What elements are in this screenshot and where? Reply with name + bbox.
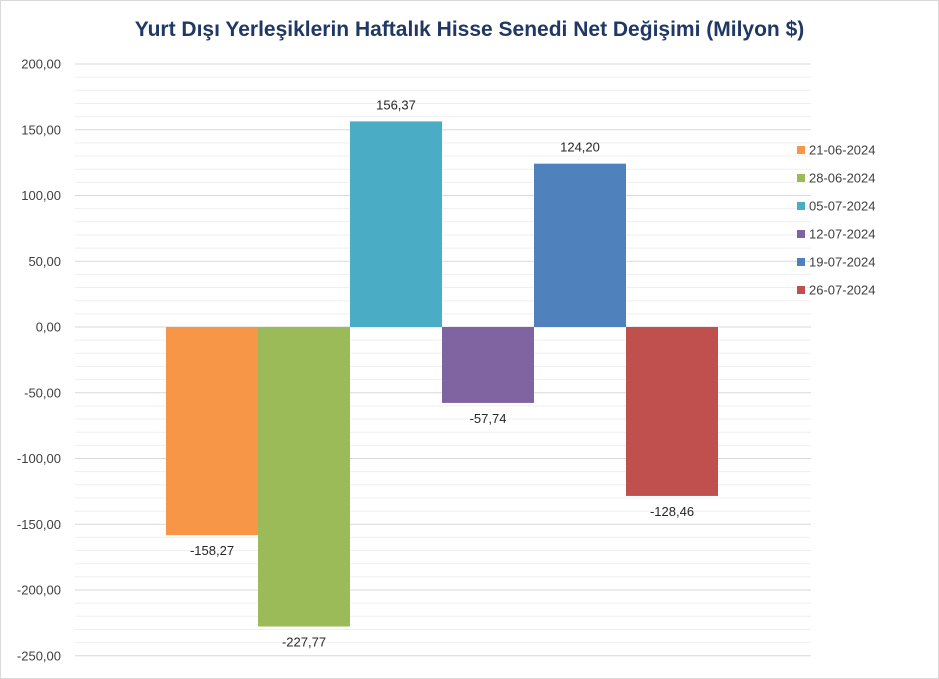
y-tick-label: -250,00 — [17, 648, 61, 663]
bar-21-06-2024 — [166, 327, 258, 536]
bar-26-07-2024 — [626, 327, 718, 496]
legend-swatch — [797, 230, 805, 238]
y-tick-label: 100,00 — [21, 188, 61, 203]
legend-label: 05-07-2024 — [809, 199, 876, 214]
y-tick-label: 200,00 — [21, 57, 61, 72]
legend-swatch — [797, 286, 805, 294]
chart-title: Yurt Dışı Yerleşiklerin Haftalık Hisse S… — [134, 18, 805, 41]
bar-28-06-2024 — [258, 327, 350, 627]
data-label: -227,77 — [282, 635, 326, 650]
bar-05-07-2024 — [350, 121, 442, 328]
y-tick-label: 50,00 — [28, 254, 61, 269]
data-label: -57,74 — [470, 411, 507, 426]
legend-label: 12-07-2024 — [809, 227, 876, 242]
data-label: -158,27 — [190, 543, 234, 558]
y-axis: 200,00 150,00 100,00 50,00 0,00 -50,00 -100,00… — [17, 57, 61, 664]
y-tick-label: -50,00 — [24, 385, 61, 400]
legend-label: 19-07-2024 — [809, 255, 876, 270]
y-tick-label: -150,00 — [17, 517, 61, 532]
y-tick-label: -100,00 — [17, 451, 61, 466]
bar-12-07-2024 — [442, 327, 534, 403]
legend-label: 21-06-2024 — [809, 143, 876, 158]
y-tick-label: 150,00 — [21, 122, 61, 137]
data-labels: -158,27 -227,77 156,37 -57,74 124,20 -128,46 — [190, 97, 694, 649]
legend-label: 26-07-2024 — [809, 283, 876, 298]
legend-label: 28-06-2024 — [809, 171, 876, 186]
bar-series — [166, 121, 718, 627]
y-tick-label: 0,00 — [36, 320, 61, 335]
legend: 21-06-2024 28-06-2024 05-07-2024 12-07-2024… — [797, 143, 876, 298]
bar-19-07-2024 — [534, 163, 626, 327]
data-label: 124,20 — [560, 140, 600, 155]
data-label: -128,46 — [650, 504, 694, 519]
data-label: 156,37 — [376, 97, 416, 112]
legend-swatch — [797, 174, 805, 182]
y-tick-label: -200,00 — [17, 583, 61, 598]
legend-swatch — [797, 258, 805, 266]
legend-swatch — [797, 146, 805, 154]
legend-swatch — [797, 202, 805, 210]
